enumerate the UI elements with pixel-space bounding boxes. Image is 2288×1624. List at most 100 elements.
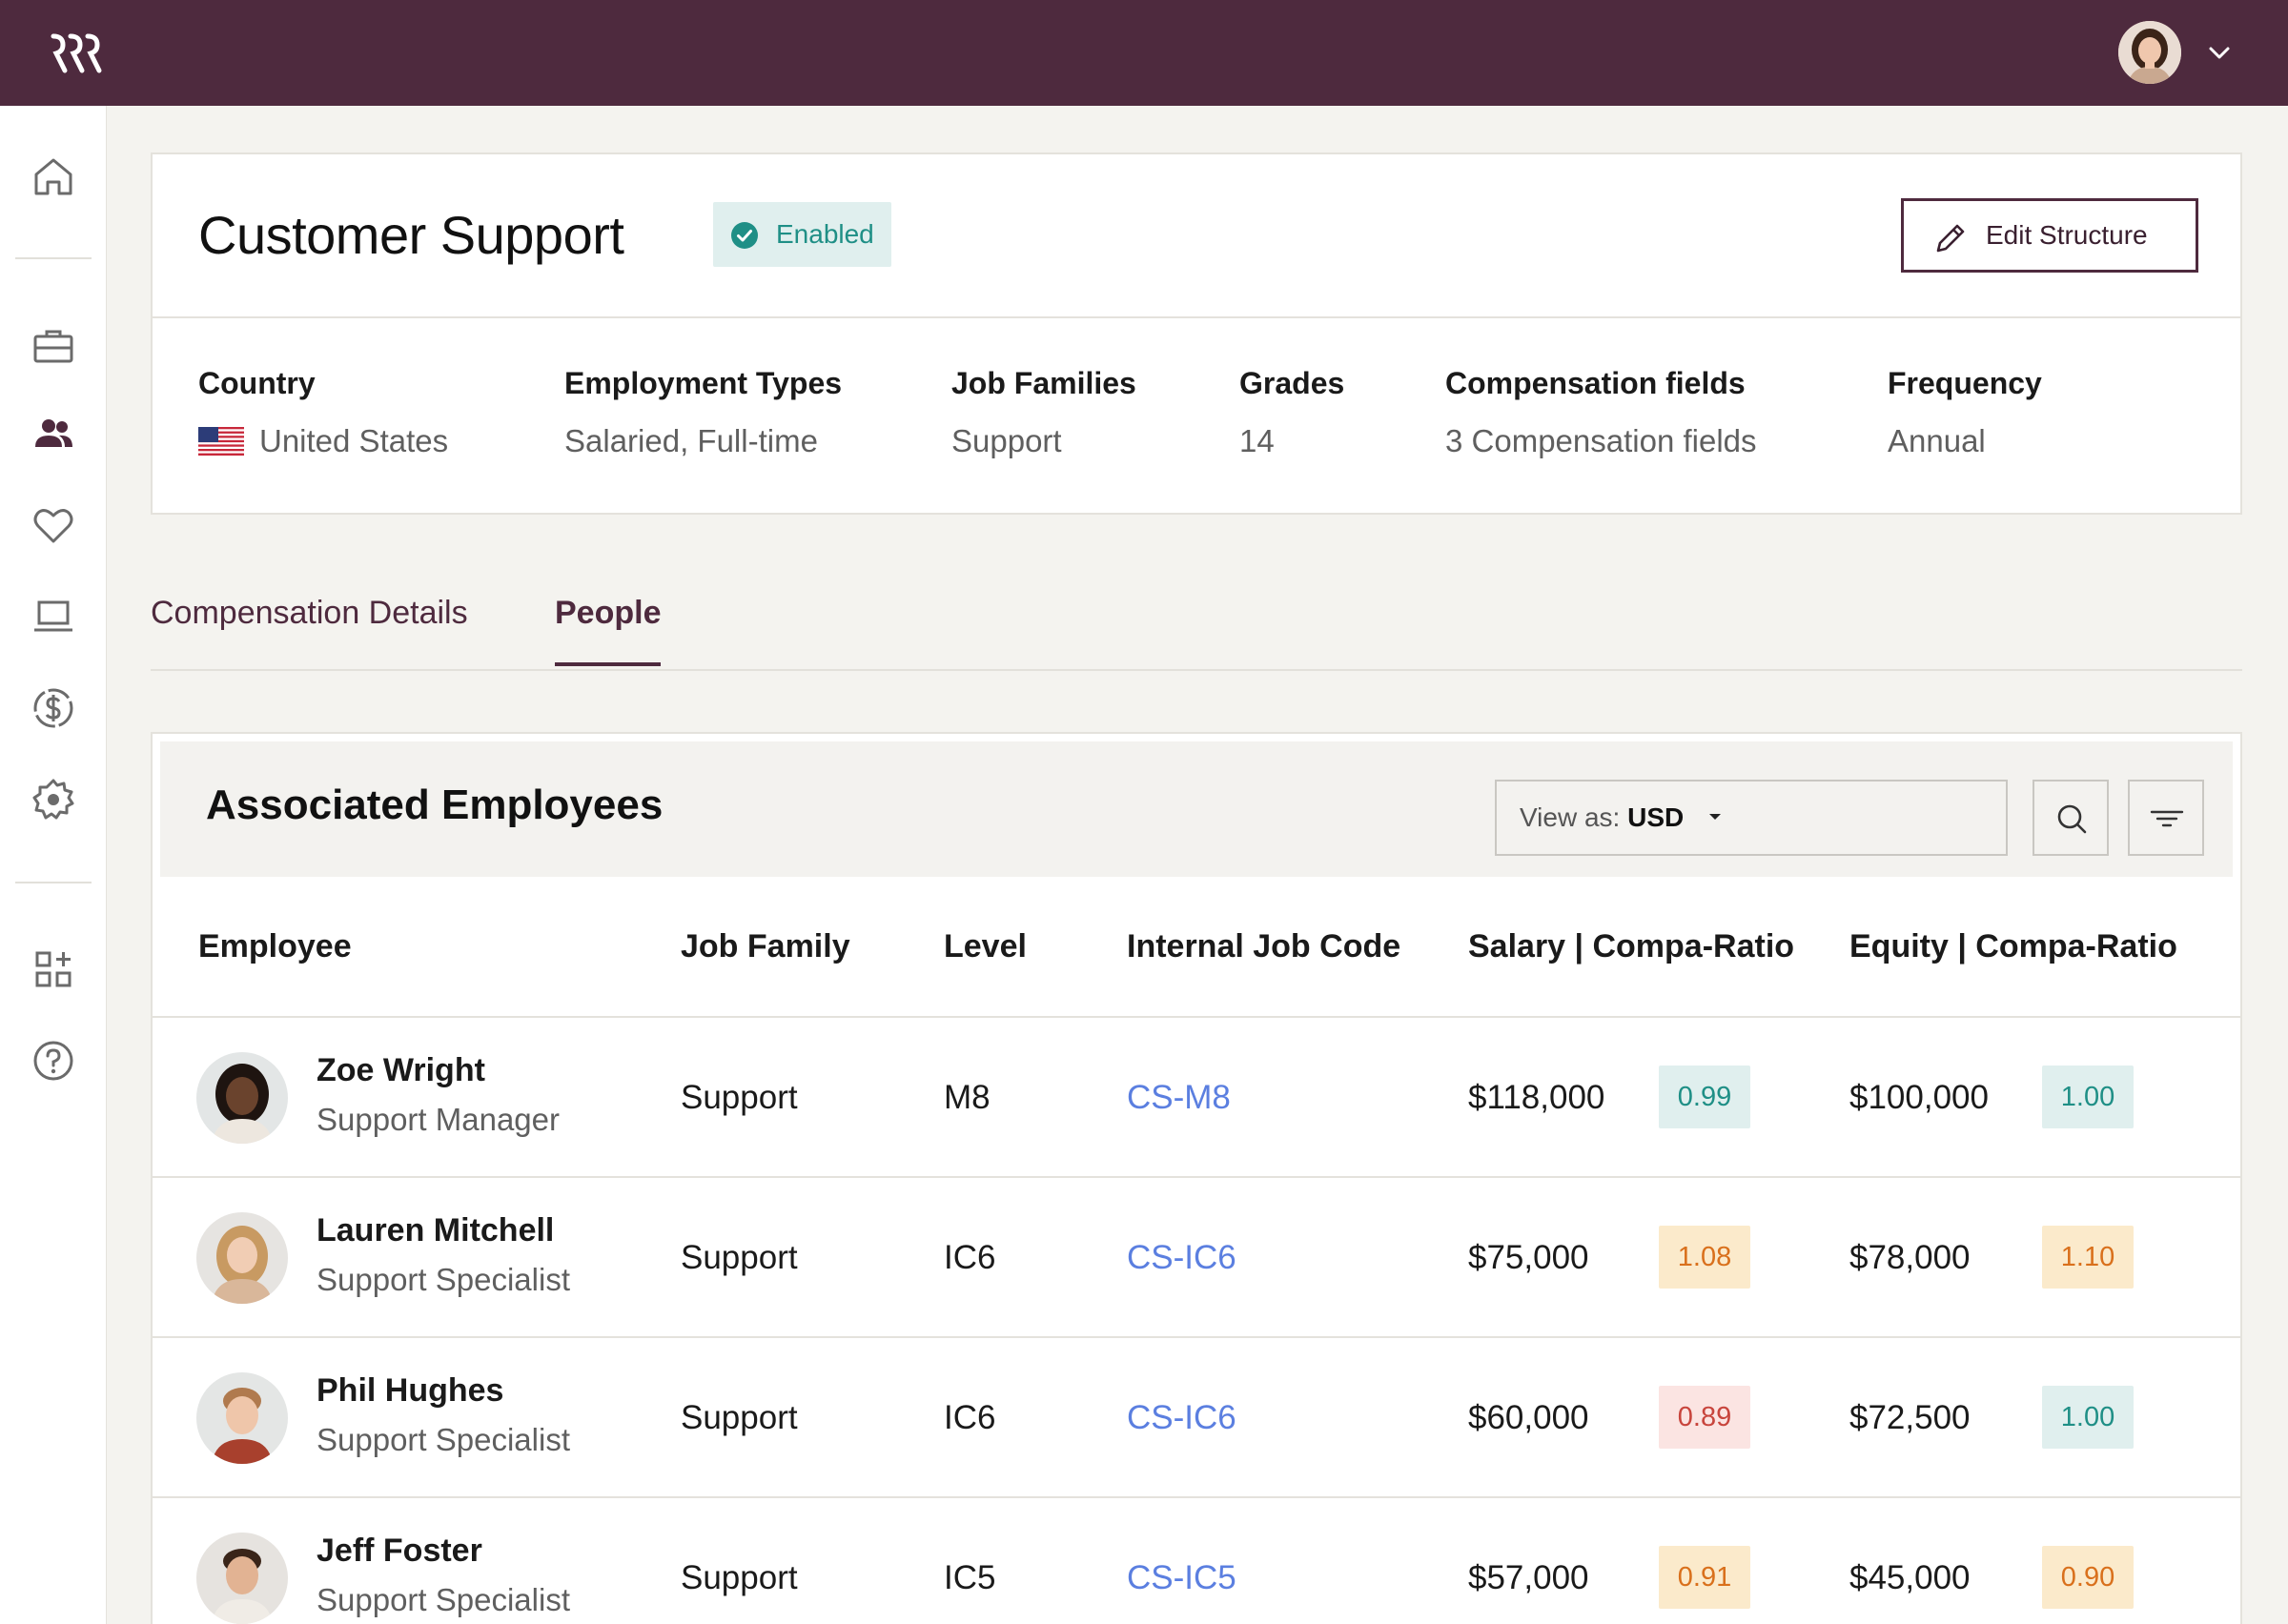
meta-label: Country bbox=[198, 366, 316, 400]
job-code-link[interactable]: CS-IC5 bbox=[1127, 1559, 1236, 1596]
currency-select[interactable]: View as: USD bbox=[1495, 780, 2008, 856]
level-cell: IC6 bbox=[944, 1239, 996, 1276]
employee-avatar bbox=[196, 1372, 288, 1464]
edit-structure-button[interactable]: Edit Structure bbox=[1901, 198, 2198, 273]
user-avatar[interactable] bbox=[2118, 21, 2181, 84]
header-divider bbox=[153, 1016, 2240, 1018]
employee-title: Support Specialist bbox=[317, 1582, 570, 1617]
column-header-job-family[interactable]: Job Family bbox=[681, 928, 850, 964]
pencil-icon bbox=[1936, 224, 1965, 253]
rippling-logo-icon[interactable] bbox=[50, 32, 103, 74]
meta-compensation-fields: Compensation fields 3 Compensation field… bbox=[1445, 366, 1757, 459]
meta-value: Support bbox=[951, 423, 1062, 458]
gear-icon[interactable] bbox=[31, 777, 76, 822]
chevron-down-icon[interactable] bbox=[2207, 42, 2232, 63]
tab-people[interactable]: People bbox=[555, 595, 662, 666]
table-row[interactable]: Jeff Foster Support Specialist Support I… bbox=[153, 1498, 2240, 1624]
meta-label: Frequency bbox=[1888, 366, 2042, 400]
tab-compensation-details[interactable]: Compensation Details bbox=[151, 595, 468, 631]
job-family-cell: Support bbox=[681, 1239, 798, 1276]
salary-compa-ratio-badge: 0.99 bbox=[1659, 1066, 1750, 1128]
column-header-salary[interactable]: Salary | Compa-Ratio bbox=[1468, 928, 1795, 964]
status-label: Enabled bbox=[776, 219, 874, 249]
equity-cell: $100,000 bbox=[1849, 1079, 1989, 1116]
salary-cell: $118,000 bbox=[1468, 1079, 1605, 1116]
structure-card: Customer Support Enabled Edit Structure … bbox=[151, 152, 2242, 515]
equity-compa-ratio-badge: 1.10 bbox=[2042, 1226, 2134, 1289]
sidebar bbox=[0, 106, 107, 1624]
employee-title: Support Specialist bbox=[317, 1422, 570, 1457]
home-icon[interactable] bbox=[31, 153, 76, 199]
salary-cell: $57,000 bbox=[1468, 1559, 1589, 1596]
view-as-label: View as: bbox=[1520, 802, 1621, 832]
meta-value: 14 bbox=[1239, 423, 1275, 458]
salary-compa-ratio-badge: 0.89 bbox=[1659, 1386, 1750, 1449]
meta-country: Country United States bbox=[198, 366, 448, 459]
table-row[interactable]: Phil Hughes Support Specialist Support I… bbox=[153, 1338, 2240, 1498]
meta-grades: Grades 14 bbox=[1239, 366, 1344, 459]
meta-value: Salaried, Full-time bbox=[564, 423, 818, 458]
level-cell: M8 bbox=[944, 1079, 991, 1116]
level-cell: IC6 bbox=[944, 1399, 996, 1436]
job-family-cell: Support bbox=[681, 1079, 798, 1116]
meta-value: Annual bbox=[1888, 423, 1986, 458]
apps-add-icon[interactable] bbox=[31, 946, 76, 992]
employee-name[interactable]: Lauren Mitchell bbox=[317, 1212, 555, 1248]
job-family-cell: Support bbox=[681, 1399, 798, 1436]
employee-title: Support Manager bbox=[317, 1102, 560, 1137]
meta-employment-types: Employment Types Salaried, Full-time bbox=[564, 366, 842, 459]
briefcase-icon[interactable] bbox=[31, 323, 76, 369]
column-header-equity[interactable]: Equity | Compa-Ratio bbox=[1849, 928, 2177, 964]
employee-name[interactable]: Phil Hughes bbox=[317, 1372, 504, 1409]
panel-header: Associated Employees View as: USD bbox=[160, 741, 2233, 877]
job-code-link[interactable]: CS-IC6 bbox=[1127, 1399, 1236, 1436]
column-header-level[interactable]: Level bbox=[944, 928, 1027, 964]
meta-label: Employment Types bbox=[564, 366, 843, 400]
top-bar bbox=[0, 0, 2288, 106]
table-row[interactable]: Lauren Mitchell Support Specialist Suppo… bbox=[153, 1178, 2240, 1338]
salary-compa-ratio-badge: 0.91 bbox=[1659, 1546, 1750, 1609]
job-code-link[interactable]: CS-M8 bbox=[1127, 1079, 1231, 1116]
table-row[interactable]: Zoe Wright Support Manager Support M8 CS… bbox=[153, 1018, 2240, 1178]
sidebar-divider bbox=[15, 882, 92, 883]
employee-name[interactable]: Zoe Wright bbox=[317, 1052, 485, 1088]
caret-down-icon bbox=[1709, 814, 1721, 820]
panel-title: Associated Employees bbox=[206, 782, 664, 828]
structure-header: Customer Support Enabled Edit Structure bbox=[153, 154, 2240, 318]
column-header-employee[interactable]: Employee bbox=[198, 928, 352, 964]
meta-label: Job Families bbox=[951, 366, 1136, 400]
job-code-link[interactable]: CS-IC6 bbox=[1127, 1239, 1236, 1276]
search-icon bbox=[2057, 804, 2087, 834]
help-icon[interactable] bbox=[31, 1038, 76, 1084]
people-icon[interactable] bbox=[31, 411, 76, 457]
page-title: Customer Support bbox=[198, 205, 624, 265]
employee-avatar bbox=[196, 1212, 288, 1304]
filter-button[interactable] bbox=[2128, 780, 2204, 856]
sidebar-divider bbox=[15, 257, 92, 259]
column-header-job-code[interactable]: Internal Job Code bbox=[1127, 928, 1401, 964]
heart-icon[interactable] bbox=[31, 502, 76, 548]
equity-compa-ratio-badge: 1.00 bbox=[2042, 1386, 2134, 1449]
meta-value: United States bbox=[198, 423, 448, 459]
laptop-icon[interactable] bbox=[31, 594, 76, 639]
equity-compa-ratio-badge: 1.00 bbox=[2042, 1066, 2134, 1128]
employee-name[interactable]: Jeff Foster bbox=[317, 1533, 482, 1569]
filter-icon bbox=[2150, 810, 2184, 827]
equity-compa-ratio-badge: 0.90 bbox=[2042, 1546, 2134, 1609]
equity-cell: $78,000 bbox=[1849, 1239, 1971, 1276]
salary-compa-ratio-badge: 1.08 bbox=[1659, 1226, 1750, 1289]
status-badge: Enabled bbox=[713, 202, 891, 267]
meta-frequency: Frequency Annual bbox=[1888, 366, 2042, 459]
meta-label: Grades bbox=[1239, 366, 1345, 400]
employee-avatar bbox=[196, 1052, 288, 1144]
level-cell: IC5 bbox=[944, 1559, 996, 1596]
search-button[interactable] bbox=[2033, 780, 2109, 856]
meta-job-families: Job Families Support bbox=[951, 366, 1136, 459]
salary-cell: $75,000 bbox=[1468, 1239, 1589, 1276]
associated-employees-panel: Associated Employees View as: USD Employ… bbox=[151, 732, 2242, 1624]
meta-label: Compensation fields bbox=[1445, 366, 1746, 400]
dollar-circle-icon[interactable] bbox=[31, 685, 76, 731]
employee-avatar bbox=[196, 1533, 288, 1624]
equity-cell: $45,000 bbox=[1849, 1559, 1971, 1596]
meta-value: 3 Compensation fields bbox=[1445, 423, 1757, 458]
